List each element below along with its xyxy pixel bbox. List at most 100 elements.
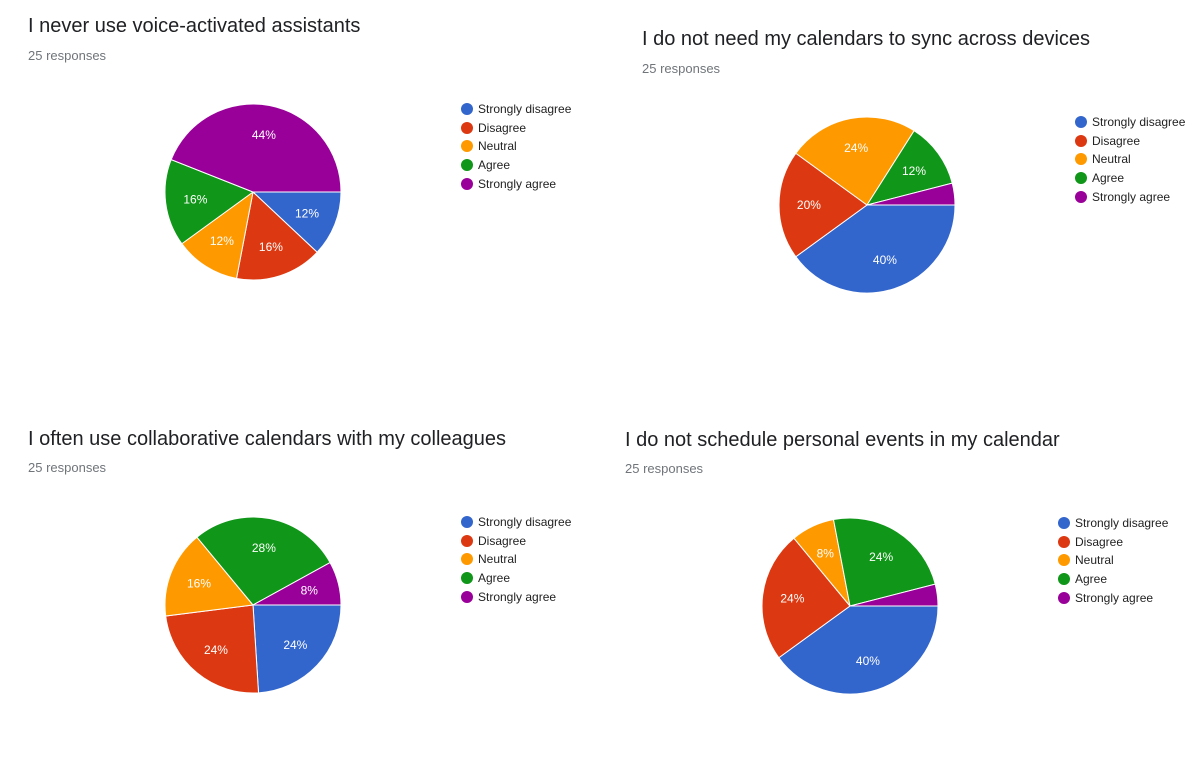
legend-swatch	[461, 572, 473, 585]
legend-swatch	[461, 516, 473, 529]
pie-slice-strongly-disagree	[778, 605, 939, 695]
legend-swatch	[461, 534, 473, 547]
legend-label: Disagree	[478, 533, 527, 548]
legend-label: Agree	[478, 571, 511, 586]
legend-item-agree: Agree	[461, 156, 571, 175]
pie-slice-strongly-agree	[866, 182, 956, 206]
legend-item-disagree: Disagree	[461, 119, 571, 138]
legend-swatch	[461, 121, 473, 134]
legend-item-strongly-agree: Strongly agree	[1075, 187, 1185, 206]
legend-item-neutral: Neutral	[1058, 551, 1168, 570]
legend-swatch	[461, 177, 473, 190]
legend-item-neutral: Neutral	[1075, 150, 1185, 169]
legend-swatch	[461, 590, 473, 603]
pie-label-agree: 12%	[902, 164, 926, 178]
pie-label-neutral: 12%	[210, 234, 234, 248]
pie-slice-strongly-disagree	[252, 604, 342, 694]
pie-slice-disagree	[778, 152, 868, 258]
legend-swatch	[1075, 153, 1087, 166]
legend-label: Disagree	[1075, 534, 1124, 549]
legend-label: Neutral	[1075, 553, 1114, 568]
pie-label-disagree: 24%	[780, 592, 804, 606]
legend-item-disagree: Disagree	[461, 532, 571, 551]
legend-swatch	[461, 140, 473, 153]
response-count: 25 responses	[642, 61, 721, 76]
legend-item-strongly-disagree: Strongly disagree	[461, 513, 571, 532]
pie-label-disagree: 24%	[204, 643, 228, 657]
legend-item-strongly-agree: Strongly agree	[461, 174, 571, 193]
pie-label-strongly-agree: 8%	[301, 584, 319, 598]
legend-swatch	[1075, 134, 1087, 147]
legend-swatch	[1058, 573, 1070, 586]
legend-label: Disagree	[478, 120, 527, 135]
pie-slice-agree	[196, 516, 331, 606]
response-count: 25 responses	[625, 461, 704, 476]
pie-slice-neutral	[181, 190, 254, 280]
chart-legend: Strongly disagree Disagree Neutral Agree Str…	[461, 100, 571, 193]
pie-label-strongly-disagree: 40%	[856, 654, 880, 668]
legend-item-strongly-disagree: Strongly disagree	[1058, 514, 1168, 533]
legend-item-agree: Agree	[1075, 169, 1185, 188]
legend-label: Strongly disagree	[1075, 516, 1169, 531]
pie-chart: 12% 16% 12% 16% 44%	[164, 103, 342, 281]
pie-slice-agree	[832, 517, 936, 607]
legend-swatch	[1075, 116, 1087, 129]
pie-slice-neutral	[795, 116, 915, 206]
legend-item-strongly-disagree: Strongly disagree	[461, 100, 571, 119]
pie-label-agree: 16%	[183, 192, 207, 206]
legend-item-disagree: Disagree	[1058, 533, 1168, 552]
pie-label-strongly-disagree: 24%	[283, 638, 307, 652]
legend-item-neutral: Neutral	[461, 550, 571, 569]
pie-label-strongly-agree: 44%	[252, 128, 276, 142]
legend-swatch	[1058, 535, 1070, 548]
chart-legend: Strongly disagree Disagree Neutral Agree Str…	[461, 513, 571, 606]
legend-label: Strongly disagree	[478, 515, 572, 530]
response-count: 25 responses	[28, 48, 107, 63]
chart-title: I often use collaborative calendars with…	[28, 428, 507, 450]
legend-swatch	[1075, 190, 1087, 203]
legend-label: Neutral	[1092, 152, 1131, 167]
legend-label: Strongly agree	[478, 589, 557, 604]
legend-label: Disagree	[1092, 133, 1141, 148]
legend-item-strongly-agree: Strongly agree	[1058, 588, 1168, 607]
legend-label: Neutral	[478, 139, 517, 154]
pie-label-strongly-disagree: 40%	[873, 253, 897, 267]
legend-label: Agree	[478, 158, 511, 173]
legend-swatch	[461, 103, 473, 116]
pie-slice-strongly-disagree	[251, 191, 342, 253]
legend-item-strongly-agree: Strongly agree	[461, 587, 571, 606]
pie-label-neutral: 8%	[817, 546, 835, 560]
pie-chart: 40% 24% 8% 24%	[761, 517, 939, 695]
legend-label: Neutral	[478, 552, 517, 567]
legend-label: Strongly disagree	[478, 102, 572, 117]
pie-chart: 24% 24% 16% 28% 8%	[164, 516, 342, 694]
chart-title: I do not need my calendars to sync acros…	[642, 28, 1091, 50]
chart-legend: Strongly disagree Disagree Neutral Agree Str…	[1075, 113, 1185, 206]
legend-swatch	[1058, 554, 1070, 567]
pie-slice-strongly-agree	[252, 561, 342, 606]
pie-slice-disagree	[761, 537, 851, 659]
legend-swatch	[1058, 591, 1070, 604]
legend-swatch	[461, 553, 473, 566]
legend-swatch	[1058, 517, 1070, 530]
pie-label-neutral: 16%	[187, 577, 211, 591]
pie-slice-agree	[164, 158, 255, 245]
pie-chart: 40% 20% 24% 12%	[778, 116, 956, 294]
legend-item-neutral: Neutral	[461, 137, 571, 156]
legend-swatch	[461, 159, 473, 172]
legend-item-agree: Agree	[1058, 570, 1168, 589]
legend-item-disagree: Disagree	[1075, 132, 1185, 151]
pie-label-strongly-disagree: 12%	[295, 206, 319, 220]
response-count: 25 responses	[28, 460, 107, 475]
chart-title: I never use voice-activated assistants	[28, 15, 361, 37]
pie-label-agree: 28%	[252, 541, 276, 555]
legend-label: Strongly disagree	[1092, 115, 1186, 130]
pie-label-disagree: 16%	[259, 240, 283, 254]
legend-label: Agree	[1075, 572, 1108, 587]
legend-swatch	[1075, 172, 1087, 185]
pie-slice-neutral	[164, 536, 254, 617]
pie-slice-agree	[865, 130, 953, 206]
pie-slice-disagree	[235, 191, 318, 281]
chart-title: I do not schedule personal events in my …	[625, 429, 1060, 451]
legend-label: Agree	[1092, 171, 1125, 186]
